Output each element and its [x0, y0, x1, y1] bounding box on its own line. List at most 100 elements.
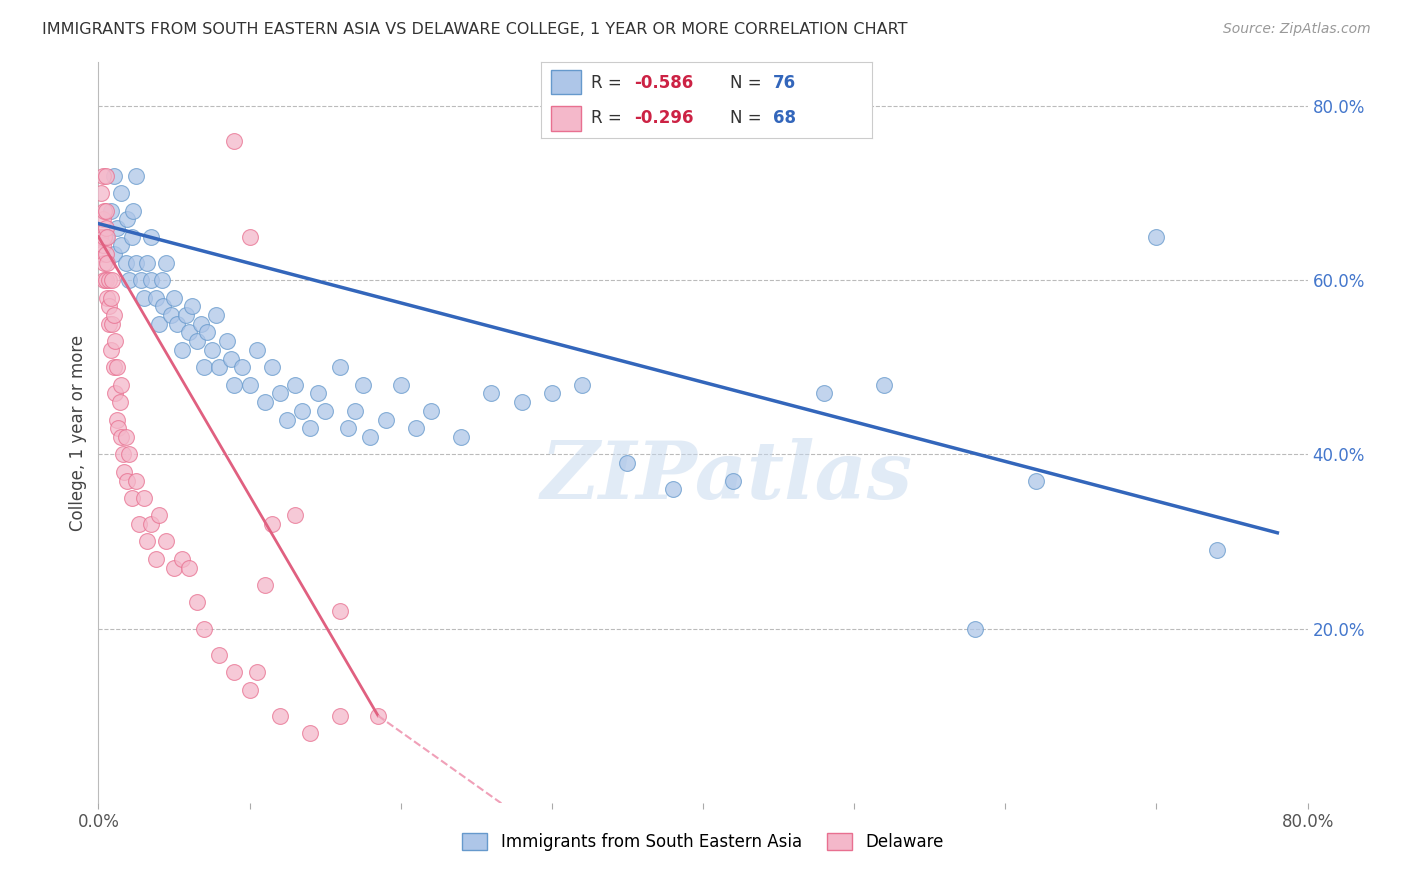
Point: [108, 395, 131, 409]
Point: [269, 708, 291, 723]
Point: [105, 412, 128, 426]
Point: [360, 430, 382, 444]
Point: [148, 317, 170, 331]
Point: [96, 229, 118, 244]
Point: [135, 256, 157, 270]
Point: [314, 404, 336, 418]
Point: [723, 474, 745, 488]
Point: [170, 552, 193, 566]
Point: [160, 308, 183, 322]
Point: [208, 648, 231, 662]
Point: [91, 212, 114, 227]
Point: [253, 578, 276, 592]
Point: [389, 377, 412, 392]
Point: [510, 395, 533, 409]
Point: [1024, 474, 1046, 488]
Point: [269, 386, 291, 401]
Point: [239, 682, 262, 697]
Text: -0.586: -0.586: [634, 74, 693, 92]
Text: Source: ZipAtlas.com: Source: ZipAtlas.com: [1223, 22, 1371, 37]
Point: [104, 334, 127, 348]
Text: N =: N =: [730, 109, 766, 127]
Point: [181, 299, 204, 313]
Point: [344, 404, 367, 418]
Point: [307, 386, 329, 401]
Point: [450, 430, 472, 444]
Point: [132, 291, 155, 305]
Point: [110, 238, 132, 252]
Point: [93, 256, 115, 270]
Point: [170, 343, 193, 357]
Point: [93, 229, 115, 244]
Point: [111, 447, 134, 461]
Point: [352, 377, 374, 392]
Point: [103, 169, 125, 183]
Point: [94, 221, 117, 235]
Point: [186, 334, 208, 348]
Point: [215, 334, 238, 348]
Point: [98, 273, 121, 287]
Point: [110, 377, 132, 392]
Point: [239, 377, 262, 392]
Point: [276, 412, 298, 426]
Point: [122, 203, 145, 218]
Point: [174, 308, 197, 322]
Point: [571, 377, 593, 392]
Point: [329, 604, 352, 618]
Point: [246, 343, 269, 357]
Point: [246, 665, 269, 680]
Point: [96, 291, 118, 305]
Point: [284, 508, 307, 523]
Point: [118, 273, 141, 287]
Point: [291, 404, 314, 418]
Point: [107, 421, 129, 435]
Point: [336, 421, 359, 435]
Point: [112, 465, 135, 479]
Point: [100, 343, 122, 357]
Point: [103, 247, 125, 261]
Point: [405, 421, 427, 435]
Text: -0.296: -0.296: [634, 109, 693, 127]
Point: [179, 326, 201, 340]
Point: [98, 317, 121, 331]
Point: [965, 622, 987, 636]
Point: [115, 212, 138, 227]
Point: [299, 726, 322, 740]
Point: [91, 169, 114, 183]
Point: [145, 552, 167, 566]
Point: [93, 273, 115, 287]
Point: [121, 229, 143, 244]
Point: [299, 421, 322, 435]
Point: [224, 134, 246, 148]
Point: [224, 377, 246, 392]
Point: [110, 430, 132, 444]
Point: [221, 351, 243, 366]
Point: [262, 360, 284, 375]
Point: [195, 326, 218, 340]
Point: [103, 308, 125, 322]
Point: [813, 386, 835, 401]
Text: N =: N =: [730, 74, 766, 92]
Point: [145, 291, 167, 305]
Point: [91, 238, 114, 252]
Point: [150, 273, 173, 287]
Point: [141, 229, 163, 244]
Point: [540, 386, 562, 401]
Point: [94, 169, 117, 183]
Text: ZIPatlas: ZIPatlas: [541, 438, 914, 516]
Point: [224, 665, 246, 680]
Point: [155, 534, 177, 549]
Point: [104, 386, 127, 401]
Point: [121, 491, 143, 505]
Point: [481, 386, 503, 401]
Point: [132, 491, 155, 505]
Point: [98, 299, 121, 313]
Point: [105, 221, 128, 235]
Point: [284, 377, 307, 392]
Point: [155, 256, 177, 270]
Point: [253, 395, 276, 409]
FancyBboxPatch shape: [551, 70, 581, 95]
Point: [103, 360, 125, 375]
Point: [101, 317, 124, 331]
Point: [94, 229, 117, 244]
